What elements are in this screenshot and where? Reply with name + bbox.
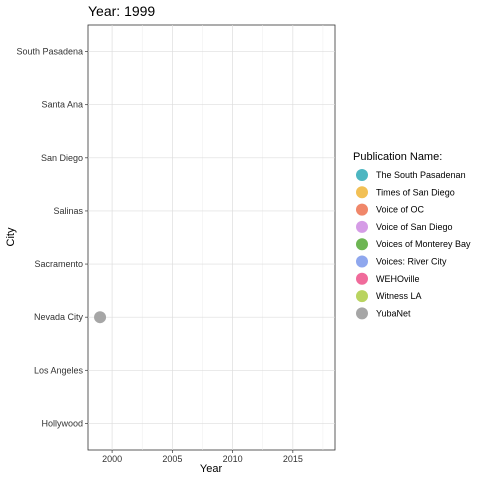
y-tick-label: Hollywood [41,418,83,428]
legend-swatch [356,255,368,268]
legend-label: YubaNet [376,308,411,318]
legend-swatch [356,238,368,251]
legend-swatch [356,220,368,233]
x-tick-label: 2005 [162,454,182,464]
y-tick-label: South Pasadena [16,47,83,57]
x-axis: 2000 2005 2010 2015 [102,450,303,464]
legend-swatch [356,169,368,181]
legend-label: The South Pasadenan [376,170,466,180]
legend-label: Times of San Diego [376,187,455,197]
legend: Publication Name: The South Pasadenan Tim… [353,151,471,320]
y-tick-label: San Diego [41,153,83,163]
x-tick-label: 2000 [102,454,122,464]
legend-label: Voices of Monterey Bay [376,239,471,249]
points [94,311,107,324]
legend-title: Publication Name: [353,151,442,163]
y-tick-label: Salinas [53,206,83,216]
y-tick-label: Sacramento [34,259,83,269]
x-axis-title: Year [200,463,223,475]
y-tick-label: Los Angeles [34,365,84,375]
legend-label: Witness LA [376,291,422,301]
legend-label: WEHOville [376,274,420,284]
grid [88,25,335,450]
legend-swatch [356,186,368,199]
legend-items: The South Pasadenan Times of San Diego Voi… [356,169,471,320]
x-tick-label: 2015 [283,454,303,464]
legend-label: Voice of OC [376,205,425,215]
chart-title: Year: 1999 [88,3,155,19]
y-tick-label: Santa Ana [41,100,83,110]
legend-swatch [356,272,368,285]
y-tick-label: Nevada City [34,312,84,322]
legend-label: Voice of San Diego [376,222,453,232]
y-axis-title: City [5,227,17,246]
data-point [94,311,107,324]
x-tick-label: 2010 [223,454,243,464]
legend-swatch [356,307,368,320]
plot-panel [87,24,336,451]
legend-label: Voices: River City [376,257,447,267]
legend-swatch [356,290,368,303]
legend-swatch [356,203,368,216]
plot-area [87,24,336,451]
y-axis: Hollywood Los Angeles Nevada City Sacrament… [16,47,88,428]
